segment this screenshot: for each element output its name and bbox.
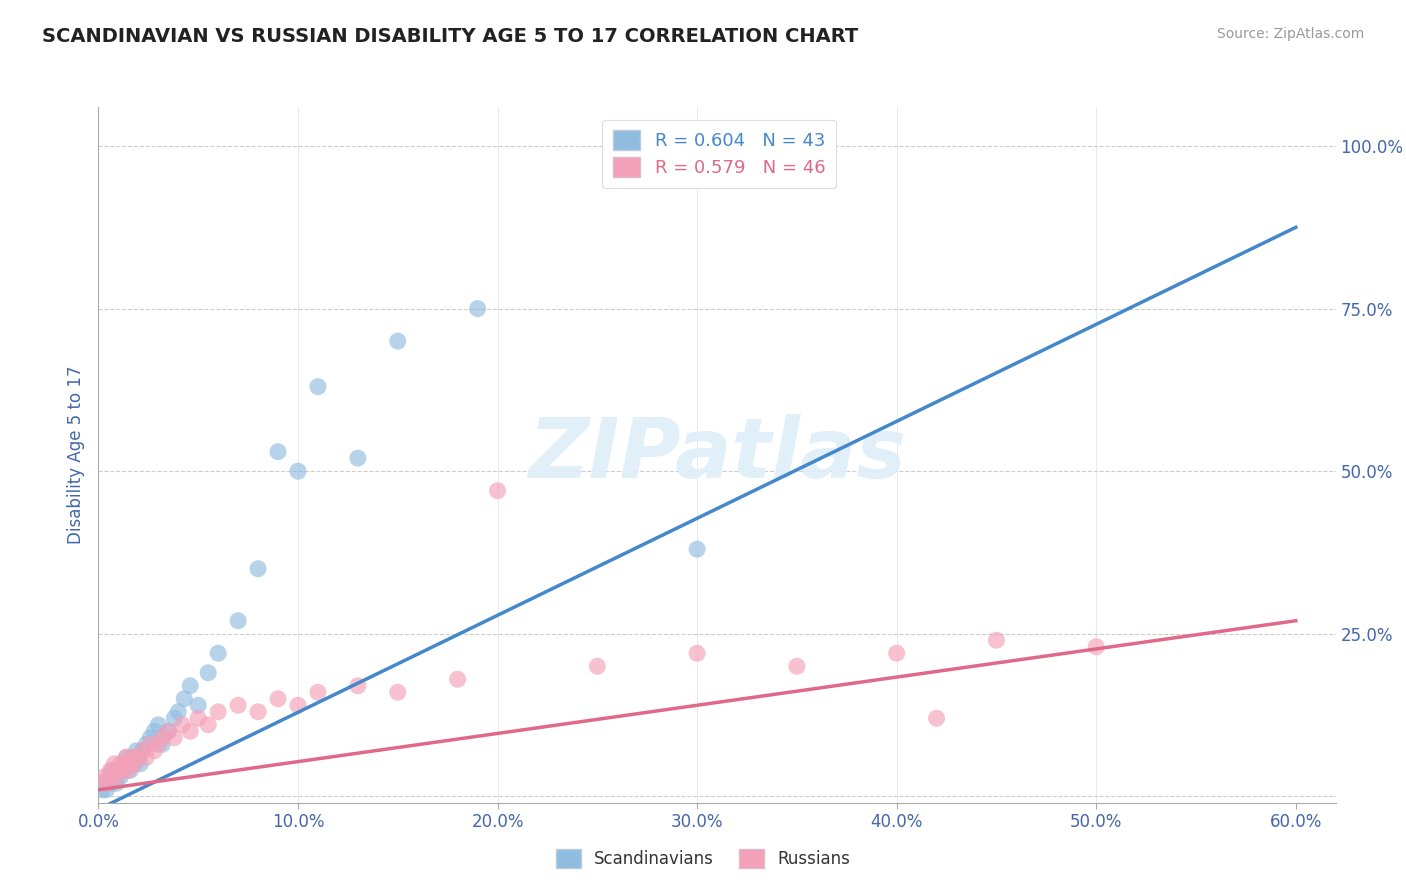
Text: Source: ZipAtlas.com: Source: ZipAtlas.com xyxy=(1216,27,1364,41)
Point xyxy=(97,776,120,790)
Point xyxy=(287,464,309,478)
Point xyxy=(163,731,186,745)
Point xyxy=(110,756,132,771)
Point xyxy=(197,718,219,732)
Point xyxy=(586,659,609,673)
Point xyxy=(163,711,186,725)
Point xyxy=(150,737,173,751)
Point xyxy=(307,685,329,699)
Point xyxy=(127,750,149,764)
Point xyxy=(179,679,201,693)
Point xyxy=(172,718,194,732)
Point xyxy=(686,542,709,557)
Point xyxy=(347,679,370,693)
Point xyxy=(267,444,290,458)
Point xyxy=(91,776,114,790)
Point xyxy=(387,685,409,699)
Text: SCANDINAVIAN VS RUSSIAN DISABILITY AGE 5 TO 17 CORRELATION CHART: SCANDINAVIAN VS RUSSIAN DISABILITY AGE 5… xyxy=(42,27,859,45)
Point xyxy=(111,756,134,771)
Point xyxy=(986,633,1008,648)
Point xyxy=(143,724,166,739)
Point xyxy=(387,334,409,348)
Point xyxy=(226,698,249,713)
Point xyxy=(150,731,173,745)
Point xyxy=(148,718,170,732)
Point xyxy=(103,756,125,771)
Point xyxy=(135,737,157,751)
Point xyxy=(467,301,489,316)
Point xyxy=(207,705,229,719)
Point xyxy=(101,764,124,778)
Point xyxy=(120,764,142,778)
Point xyxy=(103,770,125,784)
Text: ZIPatlas: ZIPatlas xyxy=(529,415,905,495)
Point xyxy=(187,698,209,713)
Point xyxy=(307,379,329,393)
Point xyxy=(111,764,134,778)
Point xyxy=(112,756,135,771)
Point xyxy=(1085,640,1108,654)
Point xyxy=(886,646,908,660)
Point xyxy=(226,614,249,628)
Point xyxy=(100,764,122,778)
Point xyxy=(100,776,122,790)
Point xyxy=(129,756,152,771)
Point xyxy=(486,483,509,498)
Point xyxy=(173,691,195,706)
Point xyxy=(112,764,135,778)
Point xyxy=(120,756,142,771)
Point xyxy=(93,776,115,790)
Point xyxy=(686,646,709,660)
Point xyxy=(925,711,948,725)
Point xyxy=(197,665,219,680)
Point xyxy=(117,756,139,771)
Point xyxy=(167,705,190,719)
Legend: Scandinavians, Russians: Scandinavians, Russians xyxy=(550,843,856,875)
Point xyxy=(115,750,138,764)
Point xyxy=(117,764,139,778)
Point xyxy=(97,770,120,784)
Point xyxy=(179,724,201,739)
Legend: R = 0.604   N = 43, R = 0.579   N = 46: R = 0.604 N = 43, R = 0.579 N = 46 xyxy=(602,120,837,188)
Point xyxy=(247,705,270,719)
Point xyxy=(124,756,146,771)
Point xyxy=(157,724,180,739)
Point xyxy=(124,756,146,771)
Point xyxy=(121,750,143,764)
Point xyxy=(96,782,118,797)
Point xyxy=(107,764,129,778)
Point xyxy=(148,737,170,751)
Point xyxy=(101,770,124,784)
Point xyxy=(157,724,180,739)
Point xyxy=(786,659,808,673)
Point xyxy=(91,782,114,797)
Point xyxy=(247,562,270,576)
Point xyxy=(127,750,149,764)
Point xyxy=(139,737,162,751)
Y-axis label: Disability Age 5 to 17: Disability Age 5 to 17 xyxy=(66,366,84,544)
Point xyxy=(125,744,148,758)
Point xyxy=(267,691,290,706)
Point xyxy=(131,744,153,758)
Point xyxy=(105,776,128,790)
Point xyxy=(110,770,132,784)
Point xyxy=(131,744,153,758)
Point xyxy=(105,770,128,784)
Point xyxy=(287,698,309,713)
Point xyxy=(93,770,115,784)
Point xyxy=(139,731,162,745)
Point xyxy=(143,744,166,758)
Point xyxy=(187,711,209,725)
Point xyxy=(121,750,143,764)
Point xyxy=(115,750,138,764)
Point xyxy=(107,764,129,778)
Point xyxy=(135,750,157,764)
Point xyxy=(207,646,229,660)
Point xyxy=(347,451,370,466)
Point xyxy=(446,672,468,686)
